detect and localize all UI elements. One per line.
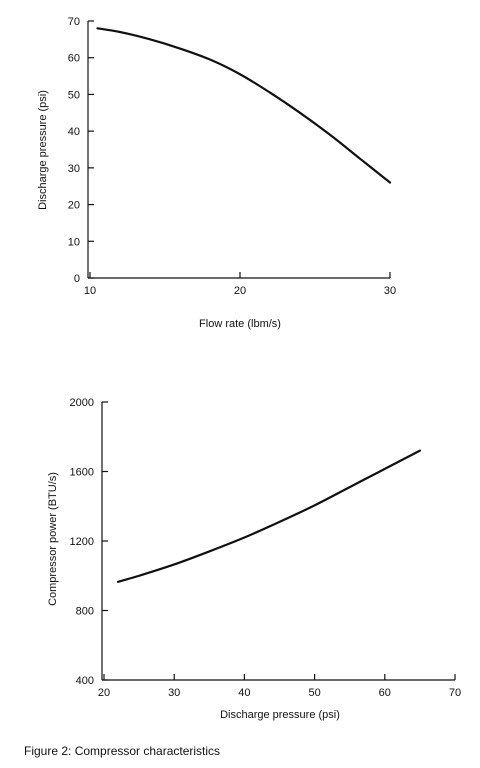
y-tick-label: 50 xyxy=(68,89,80,101)
y-tick-label: 40 xyxy=(68,126,80,138)
y-tick-label: 60 xyxy=(68,53,80,65)
y-tick-label: 20 xyxy=(68,200,80,212)
y-axis-label: Discharge pressure (psi) xyxy=(37,90,49,210)
y-tick-label: 400 xyxy=(76,675,94,687)
chart-compressor-power-vs-discharge-pressure: Compressor power (BTU/s) Discharge press… xyxy=(47,397,461,721)
y-tick-label: 1600 xyxy=(70,467,94,479)
y-tick-label: 2000 xyxy=(70,397,94,409)
y-tick-label: 70 xyxy=(68,16,80,28)
y-axis-label: Compressor power (BTU/s) xyxy=(47,472,59,606)
x-tick-label: 50 xyxy=(308,687,320,699)
figure-caption: Figure 2: Compressor characteristics xyxy=(24,744,221,758)
x-tick-label: 60 xyxy=(379,687,391,699)
x-tick-label: 20 xyxy=(98,687,110,699)
y-tick-label: 1200 xyxy=(70,536,94,548)
x-axis-label: Flow rate (lbm/s) xyxy=(199,318,281,330)
x-tick-label: 20 xyxy=(234,285,246,297)
x-tick-label: 10 xyxy=(84,285,96,297)
y-tick-label: 10 xyxy=(68,236,80,248)
x-axis-label: Discharge pressure (psi) xyxy=(220,709,340,721)
x-tick-label: 30 xyxy=(384,285,396,297)
series-line xyxy=(116,449,421,583)
chart-discharge-pressure-vs-flow-rate: Discharge pressure (psi) Flow rate (lbm/… xyxy=(37,16,396,330)
y-tick-label: 800 xyxy=(76,606,94,618)
x-tick-label: 70 xyxy=(449,687,461,699)
y-tick-label: 0 xyxy=(74,273,80,285)
y-tick-label: 30 xyxy=(68,163,80,175)
x-tick-label: 40 xyxy=(238,687,250,699)
series-line xyxy=(96,27,392,184)
x-tick-label: 30 xyxy=(168,687,180,699)
